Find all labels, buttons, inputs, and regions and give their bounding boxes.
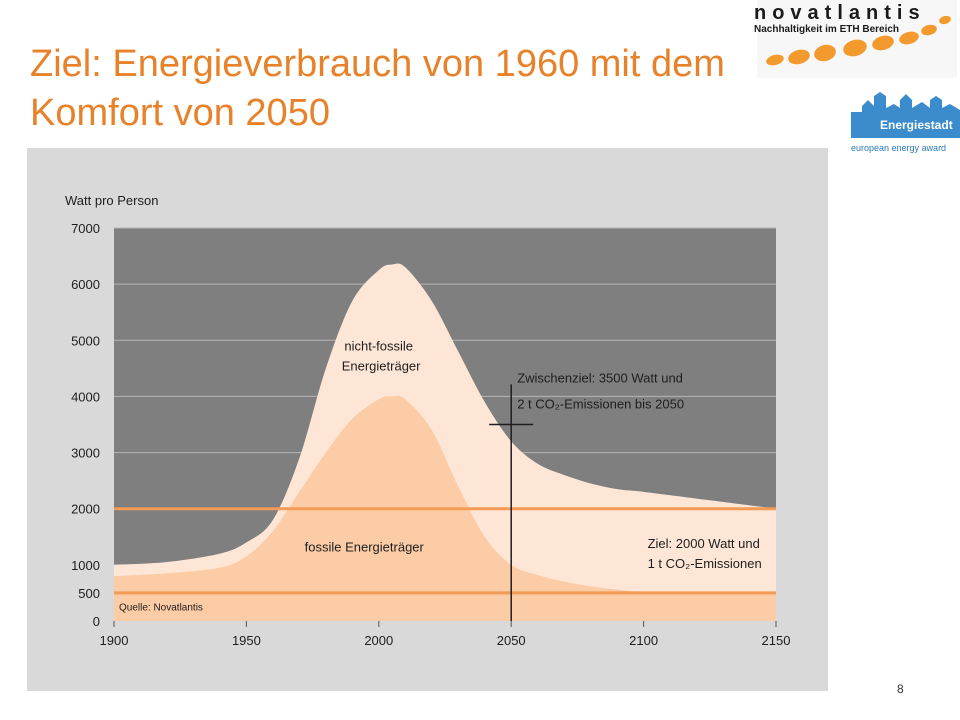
novatlantis-wordmark: novatlantis <box>754 2 926 24</box>
fossil-label: fossile Energieträger <box>305 539 425 554</box>
y-tick-label: 0 <box>93 614 100 629</box>
page-number: 8 <box>897 682 904 696</box>
x-tick-label: 2050 <box>497 633 526 648</box>
milestone-label-2: 2 t CO₂-Emissionen bis 2050 <box>517 396 684 411</box>
milestone-label: Zwischenziel: 3500 Watt und <box>517 370 683 385</box>
y-tick-label: 2000 <box>71 502 100 517</box>
energiestadt-award-label: european energy award <box>851 143 947 153</box>
target-label: Ziel: 2000 Watt und <box>648 536 760 551</box>
x-tick-label: 2150 <box>762 633 791 648</box>
energiestadt-logo <box>851 92 960 138</box>
y-tick-label: 5000 <box>71 333 100 348</box>
novatlantis-dots-icon <box>766 15 951 66</box>
target-label-2: 1 t CO₂-Emissionen <box>648 556 762 571</box>
x-tick-label: 2000 <box>364 633 393 648</box>
y-tick-label: 500 <box>78 586 100 601</box>
y-tick-label: 1000 <box>71 558 100 573</box>
y-tick-label: 6000 <box>71 277 100 292</box>
y-tick-label: 3000 <box>71 446 100 461</box>
non-fossil-label: nicht-fossile <box>344 338 413 353</box>
energiestadt-label: Energiestadt <box>880 118 953 132</box>
y-tick-label: 7000 <box>71 221 100 236</box>
y-axis-label: Watt pro Person <box>65 193 158 208</box>
non-fossil-label-2: Energieträger <box>342 359 421 374</box>
x-tick-label: 1950 <box>232 633 261 648</box>
y-tick-label: 4000 <box>71 389 100 404</box>
x-tick-label: 2100 <box>629 633 658 648</box>
source-note: Quelle: Novatlantis <box>119 602 203 613</box>
slide-title: Ziel: Energieverbrauch von 1960 mit dem … <box>30 43 725 134</box>
energy-chart: 0 500 1000 2000 3000 4000 5000 6000 7000 1900 1950… <box>65 193 791 648</box>
novatlantis-logo <box>757 0 957 78</box>
x-tick-label: 1900 <box>100 633 129 648</box>
chart-panel: 0 500 1000 2000 3000 4000 5000 6000 7000 1900 1950… <box>27 148 828 691</box>
novatlantis-tagline: Nachhaltigkeit im ETH Bereich <box>754 24 900 35</box>
